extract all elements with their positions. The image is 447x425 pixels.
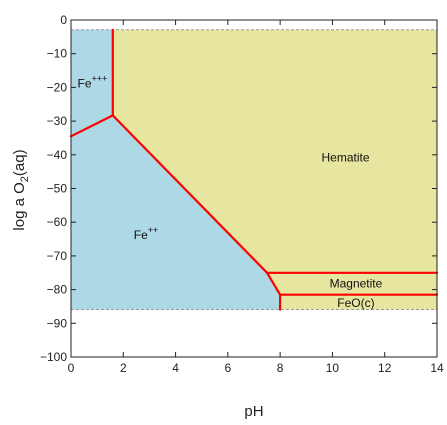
region-hematite [112,29,438,273]
region-label-hematite: Hematite [321,151,369,165]
y-tick-label: −10 [47,47,68,61]
water-stability-limits [71,29,437,310]
phase-boundary-line [111,114,282,311]
y-tick-label: −60 [47,215,68,229]
y-tick-label: −90 [47,316,68,330]
y-tick-label: −70 [47,249,68,263]
region-feo-c [280,294,437,310]
region-feplusplusplus [71,29,113,137]
y-tick-label: −50 [47,182,68,196]
region-labels: Fe+++ Fe++ Hematite Magnetite FeO(c) [78,73,383,310]
region-label-magnetite: Magnetite [330,277,383,291]
y-axis-label-suffix: (aq) [11,149,28,176]
phase-boundary-line [69,114,114,138]
phase-boundaries [69,28,439,311]
x-tick-label: 6 [225,361,232,375]
x-tick-label: 10 [326,361,340,375]
stability-regions [71,29,438,310]
region-magnetite [267,272,437,295]
y-axis-label: log a O2(aq) [11,149,31,230]
region-label-feo-c: FeO(c) [337,296,374,310]
y-tick-label: −30 [47,114,68,128]
region-label-feplusplusplus: Fe+++ [78,73,108,90]
y-tick-label: 0 [60,13,67,27]
y-tick-label: −100 [40,350,67,364]
y-tick-label: −20 [47,80,68,94]
x-tick-label: 0 [68,361,75,375]
x-axis-label: pH [244,403,263,420]
region-feplusplus [71,115,281,310]
x-tick-label: 2 [120,361,127,375]
y-axis-label-main: log a O [11,182,28,230]
y-tick-label: −80 [47,283,68,297]
region-label-feplusplus: Fe++ [134,225,159,242]
x-tick-label: 14 [430,361,444,375]
x-tick-label: 4 [172,361,179,375]
y-tick-label: −40 [47,148,68,162]
x-tick-label: 12 [378,361,392,375]
x-tick-label: 8 [277,361,284,375]
y-axis-label-subscript: 2 [19,176,31,182]
axis-ticks: 0 2 4 6 8 10 12 14 0 −10 −20 −30 −40 −50 −60 −70 −80 −90 −… [40,13,444,375]
